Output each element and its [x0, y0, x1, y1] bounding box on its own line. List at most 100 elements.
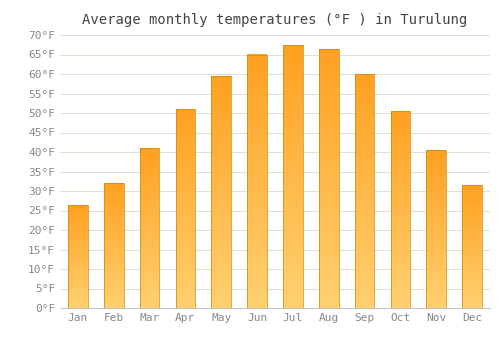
- Bar: [68, 215, 88, 216]
- Bar: [104, 237, 124, 238]
- Bar: [426, 193, 446, 194]
- Bar: [426, 294, 446, 295]
- Bar: [247, 75, 267, 77]
- Bar: [247, 146, 267, 148]
- Bar: [68, 283, 88, 284]
- Bar: [104, 290, 124, 292]
- Bar: [354, 259, 374, 261]
- Bar: [68, 223, 88, 224]
- Bar: [68, 208, 88, 209]
- Bar: [247, 131, 267, 133]
- Bar: [283, 108, 303, 111]
- Bar: [140, 215, 160, 217]
- Bar: [247, 80, 267, 82]
- Bar: [212, 190, 231, 192]
- Bar: [462, 201, 482, 202]
- Bar: [319, 108, 338, 111]
- Bar: [283, 153, 303, 155]
- Bar: [247, 285, 267, 288]
- Bar: [247, 133, 267, 135]
- Bar: [247, 270, 267, 273]
- Bar: [247, 290, 267, 293]
- Bar: [176, 282, 196, 284]
- Bar: [68, 238, 88, 239]
- Bar: [390, 190, 410, 192]
- Bar: [426, 204, 446, 205]
- Bar: [462, 202, 482, 204]
- Bar: [426, 202, 446, 204]
- Bar: [176, 169, 196, 171]
- Bar: [426, 295, 446, 297]
- Bar: [212, 99, 231, 102]
- Bar: [247, 222, 267, 224]
- Bar: [283, 45, 303, 308]
- Bar: [68, 270, 88, 271]
- Bar: [140, 164, 160, 166]
- Bar: [104, 238, 124, 239]
- Bar: [140, 241, 160, 243]
- Bar: [104, 224, 124, 226]
- Bar: [140, 262, 160, 263]
- Bar: [283, 239, 303, 242]
- Bar: [354, 79, 374, 81]
- Bar: [283, 69, 303, 71]
- Bar: [247, 82, 267, 85]
- Bar: [390, 164, 410, 166]
- Bar: [390, 216, 410, 217]
- Bar: [426, 254, 446, 256]
- Bar: [426, 286, 446, 287]
- Bar: [319, 137, 338, 139]
- Bar: [68, 276, 88, 277]
- Bar: [104, 266, 124, 267]
- Bar: [176, 246, 196, 248]
- Bar: [140, 167, 160, 169]
- Bar: [354, 273, 374, 275]
- Bar: [354, 294, 374, 296]
- Bar: [390, 198, 410, 200]
- Bar: [319, 259, 338, 261]
- Bar: [68, 232, 88, 233]
- Bar: [390, 119, 410, 121]
- Bar: [247, 171, 267, 174]
- Bar: [212, 275, 231, 278]
- Bar: [390, 306, 410, 308]
- Bar: [390, 290, 410, 292]
- Bar: [176, 163, 196, 165]
- Bar: [140, 226, 160, 228]
- Bar: [104, 226, 124, 227]
- Bar: [212, 197, 231, 199]
- Bar: [462, 187, 482, 188]
- Bar: [247, 176, 267, 179]
- Bar: [354, 76, 374, 79]
- Bar: [319, 204, 338, 207]
- Bar: [462, 224, 482, 226]
- Bar: [212, 88, 231, 90]
- Bar: [104, 268, 124, 269]
- Bar: [462, 185, 482, 187]
- Bar: [283, 213, 303, 216]
- Bar: [426, 267, 446, 268]
- Bar: [390, 158, 410, 160]
- Bar: [104, 216, 124, 217]
- Bar: [390, 282, 410, 284]
- Bar: [68, 292, 88, 293]
- Bar: [319, 248, 338, 251]
- Bar: [247, 265, 267, 267]
- Bar: [426, 223, 446, 224]
- Bar: [212, 155, 231, 157]
- Bar: [426, 276, 446, 278]
- Bar: [247, 250, 267, 252]
- Bar: [390, 227, 410, 229]
- Bar: [462, 249, 482, 250]
- Bar: [247, 159, 267, 161]
- Bar: [390, 166, 410, 168]
- Bar: [104, 218, 124, 219]
- Bar: [319, 217, 338, 220]
- Bar: [104, 298, 124, 299]
- Bar: [68, 287, 88, 288]
- Bar: [354, 144, 374, 147]
- Bar: [68, 219, 88, 220]
- Bar: [354, 296, 374, 299]
- Bar: [212, 248, 231, 250]
- Bar: [212, 178, 231, 180]
